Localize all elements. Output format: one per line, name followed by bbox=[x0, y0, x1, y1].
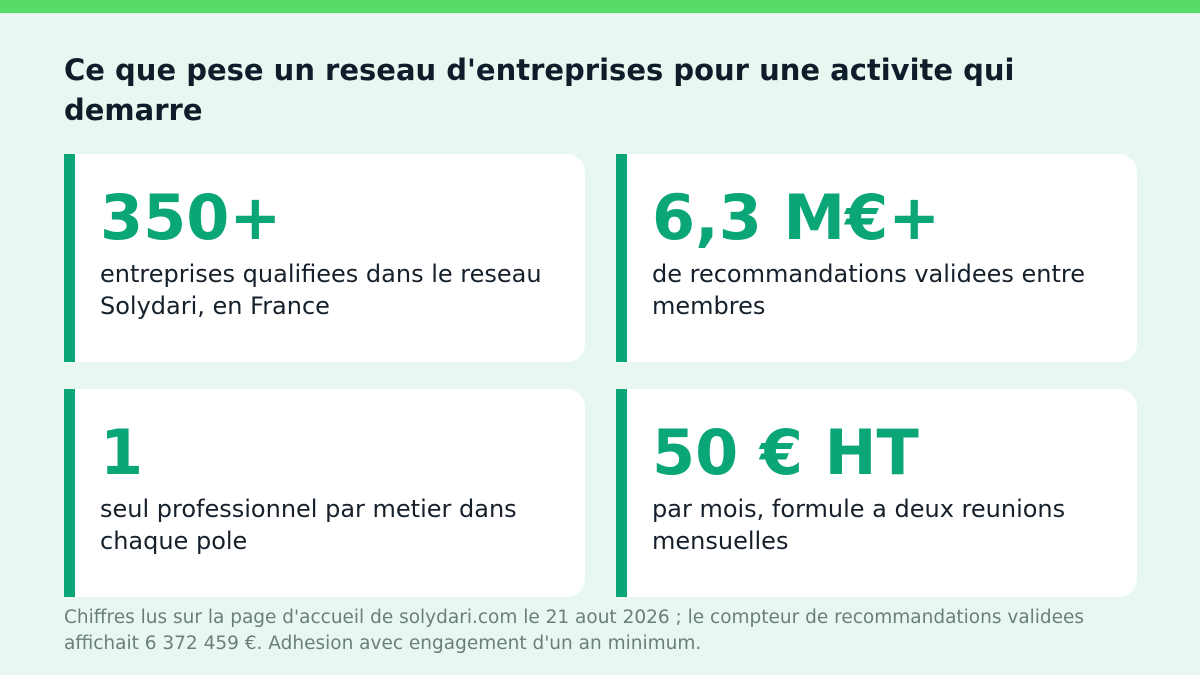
card-accent-stripe bbox=[64, 389, 75, 597]
page-title: Ce que pese un reseau d'entreprises pour… bbox=[64, 53, 1015, 127]
card-accent-stripe bbox=[64, 154, 75, 362]
stat-card-recommendations: 6,3 M€+ de recommandations validees entr… bbox=[616, 154, 1137, 362]
stat-description: entreprises qualifiees dans le reseau So… bbox=[100, 260, 542, 320]
stat-value: 50 € HT bbox=[652, 416, 919, 489]
card-accent-stripe bbox=[616, 154, 627, 362]
top-accent-bar bbox=[0, 0, 1200, 13]
stat-card-companies: 350+ entreprises qualifiees dans le rese… bbox=[64, 154, 585, 362]
stat-card-one-per-trade: 1 seul professionnel par metier dans cha… bbox=[64, 389, 585, 597]
stat-description: seul professionnel par metier dans chaqu… bbox=[100, 495, 517, 555]
stat-value: 6,3 M€+ bbox=[652, 181, 941, 254]
stat-description: de recommandations validees entre membre… bbox=[652, 260, 1085, 320]
stat-description: par mois, formule a deux reunions mensue… bbox=[652, 495, 1066, 555]
stat-value: 350+ bbox=[100, 181, 282, 254]
card-accent-stripe bbox=[616, 389, 627, 597]
source-footnote: Chiffres lus sur la page d'accueil de so… bbox=[64, 607, 1085, 654]
stat-value: 1 bbox=[100, 416, 144, 489]
stat-card-monthly-price: 50 € HT par mois, formule a deux reunion… bbox=[616, 389, 1137, 597]
